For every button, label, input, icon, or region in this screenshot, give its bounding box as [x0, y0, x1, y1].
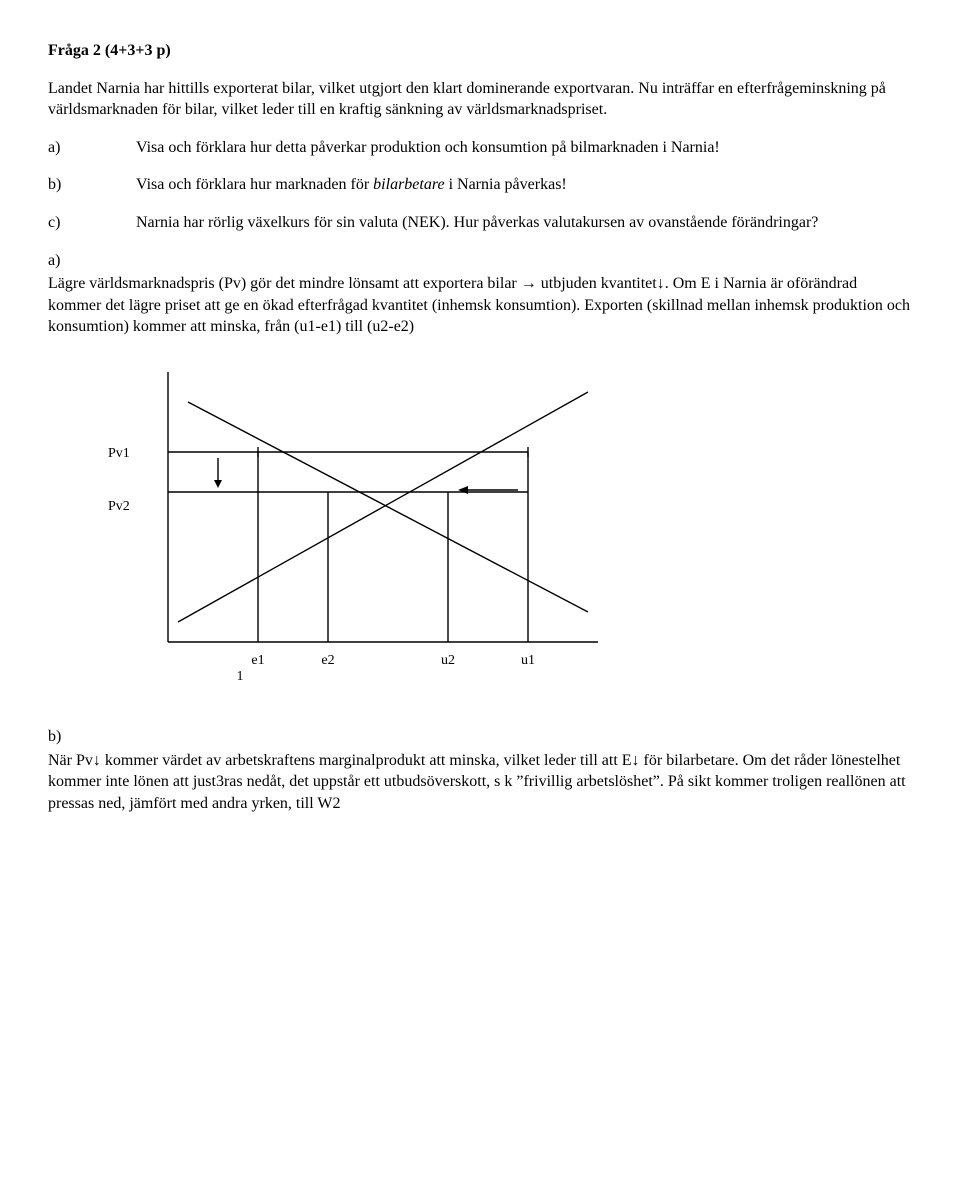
question-c-text: Narnia har rörlig växelkurs för sin valu… — [136, 212, 912, 234]
svg-text:u2: u2 — [441, 653, 455, 668]
question-c-label: c) — [48, 212, 136, 234]
supply-demand-chart: Pv1 Pv2 e1 e2 u2 u1 1 — [48, 362, 912, 702]
question-list: a) Visa och förklara hur detta påverkar … — [48, 137, 912, 234]
svg-text:e1: e1 — [251, 653, 264, 668]
question-b: b) Visa och förklara hur marknaden för b… — [48, 174, 912, 196]
answer-b-text: När Pv↓ kommer värdet av arbetskraftens … — [48, 750, 912, 815]
svg-text:u1: u1 — [521, 653, 535, 668]
question-a-text: Visa och förklara hur detta påverkar pro… — [136, 137, 912, 159]
svg-text:e2: e2 — [321, 653, 334, 668]
svg-text:Pv2: Pv2 — [108, 499, 130, 514]
intro-paragraph: Landet Narnia har hittills exporterat bi… — [48, 78, 912, 121]
question-heading: Fråga 2 (4+3+3 p) — [48, 40, 912, 62]
question-b-prefix: Visa och förklara hur marknaden för — [136, 176, 373, 193]
answer-b-label: b) — [48, 726, 912, 748]
question-c: c) Narnia har rörlig växelkurs för sin v… — [48, 212, 912, 234]
question-a: a) Visa och förklara hur detta påverkar … — [48, 137, 912, 159]
svg-text:Pv1: Pv1 — [108, 446, 130, 461]
question-b-text: Visa och förklara hur marknaden för bila… — [136, 174, 912, 196]
question-b-suffix: i Narnia påverkas! — [445, 176, 567, 193]
question-a-label: a) — [48, 137, 136, 159]
answer-a-text: Lägre världsmarknadspris (Pv) gör det mi… — [48, 273, 912, 338]
question-b-label: b) — [48, 174, 136, 196]
answer-a-label: a) — [48, 250, 912, 272]
svg-text:1: 1 — [237, 669, 244, 684]
question-b-italic: bilarbetare — [373, 176, 444, 193]
